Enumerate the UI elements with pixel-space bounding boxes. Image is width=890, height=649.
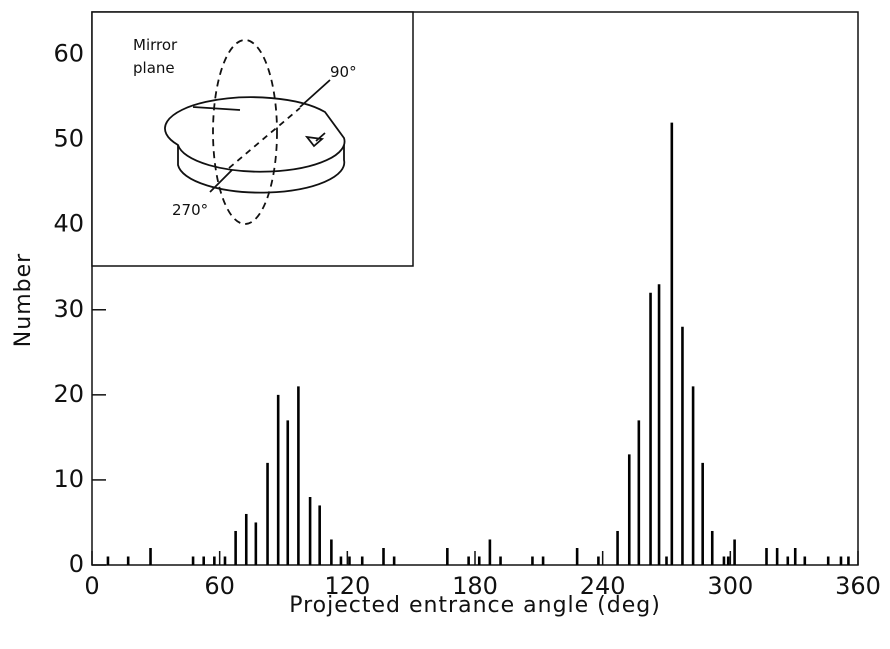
x-tick-label: 60 <box>204 572 235 600</box>
inset-diagram <box>164 39 346 225</box>
x-tick-label: 120 <box>324 572 370 600</box>
y-tick-label: 20 <box>53 380 84 408</box>
x-tick-label: 240 <box>580 572 626 600</box>
y-tick-label: 60 <box>53 40 84 68</box>
y-tick-label: 40 <box>53 210 84 238</box>
inset-label: plane <box>133 59 175 77</box>
inset-label: Mirror <box>133 36 178 54</box>
x-tick-label: 0 <box>84 572 99 600</box>
x-tick-label: 360 <box>835 572 881 600</box>
y-tick-label: 30 <box>53 295 84 323</box>
inset-label: 270° <box>172 201 208 219</box>
inset-label: 90° <box>330 63 357 81</box>
y-tick-label: 0 <box>69 550 84 578</box>
x-axis-label: Projected entrance angle (deg) <box>289 593 661 618</box>
y-axis-label: Number <box>11 253 36 347</box>
x-tick-label: 180 <box>452 572 498 600</box>
y-tick-label: 10 <box>53 465 84 493</box>
y-tick-label: 50 <box>53 125 84 153</box>
x-tick-label: 300 <box>707 572 753 600</box>
